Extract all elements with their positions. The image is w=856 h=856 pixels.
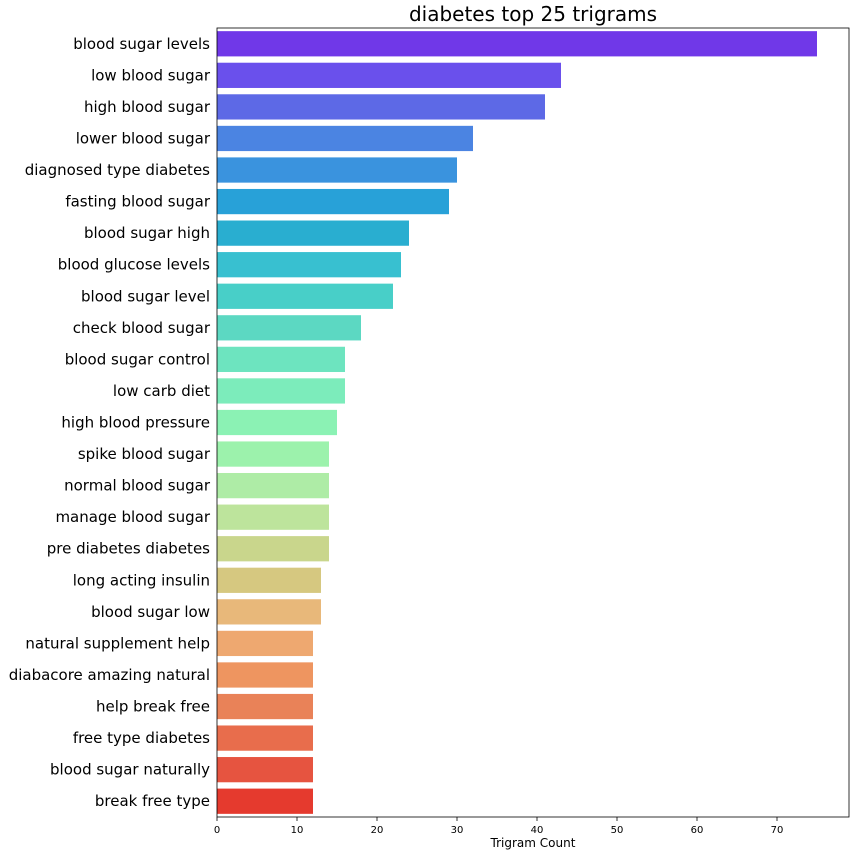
category-label-5: fasting blood sugar xyxy=(65,193,211,211)
category-label-3: lower blood sugar xyxy=(76,129,211,147)
category-label-22: free type diabetes xyxy=(73,729,210,747)
category-label-20: diabacore amazing natural xyxy=(9,666,210,684)
x-tick-label-7: 70 xyxy=(771,825,784,836)
x-tick-label-3: 30 xyxy=(451,825,464,836)
bar-7 xyxy=(217,252,401,278)
chart-title: diabetes top 25 trigrams xyxy=(409,2,657,26)
category-label-0: blood sugar levels xyxy=(73,35,210,53)
x-axis-ticks: 0 10 20 30 40 50 60 70 xyxy=(214,817,784,836)
x-tick-label-5: 50 xyxy=(611,825,624,836)
bar-24 xyxy=(217,788,313,814)
category-label-1: low blood sugar xyxy=(91,66,211,84)
x-tick-label-6: 60 xyxy=(691,825,704,836)
bar-9 xyxy=(217,315,361,341)
bar-10 xyxy=(217,346,345,373)
category-label-18: blood sugar low xyxy=(91,603,210,621)
category-label-17: long acting insulin xyxy=(73,571,210,589)
bar-2 xyxy=(217,94,545,120)
category-label-4: diagnosed type diabetes xyxy=(25,161,210,179)
bar-6 xyxy=(217,220,409,246)
bar-15 xyxy=(217,504,329,530)
category-label-11: low carb diet xyxy=(113,382,210,400)
bar-3 xyxy=(217,125,473,152)
category-label-21: help break free xyxy=(96,698,210,716)
category-label-23: blood sugar naturally xyxy=(50,761,210,779)
category-label-16: pre diabetes diabetes xyxy=(47,540,210,558)
bar-11 xyxy=(217,378,345,404)
x-axis-label: Trigram Count xyxy=(490,836,576,850)
bar-1 xyxy=(217,62,561,88)
category-label-14: normal blood sugar xyxy=(64,477,211,495)
bar-16 xyxy=(217,536,329,562)
category-label-12: high blood pressure xyxy=(61,414,210,432)
bar-5 xyxy=(217,188,449,215)
bar-14 xyxy=(217,472,329,499)
category-label-7: blood glucose levels xyxy=(58,256,210,274)
category-labels: blood sugar levels low blood sugar high bl… xyxy=(9,35,211,810)
x-tick-label-2: 20 xyxy=(371,825,384,836)
bar-18 xyxy=(217,599,321,625)
category-label-10: blood sugar control xyxy=(65,350,210,368)
category-label-6: blood sugar high xyxy=(84,224,210,242)
category-label-19: natural supplement help xyxy=(25,634,210,652)
x-tick-label-0: 0 xyxy=(214,825,220,836)
bar-21 xyxy=(217,693,313,720)
category-label-24: break free type xyxy=(95,792,210,810)
x-tick-label-1: 10 xyxy=(291,825,304,836)
bar-13 xyxy=(217,441,329,467)
bar-17 xyxy=(217,567,321,593)
bar-8 xyxy=(217,283,393,309)
bars-group xyxy=(217,31,817,814)
category-label-8: blood sugar level xyxy=(81,287,210,305)
bar-23 xyxy=(217,757,313,783)
category-label-15: manage blood sugar xyxy=(55,508,210,526)
bar-22 xyxy=(217,725,313,751)
bar-12 xyxy=(217,409,337,436)
bar-20 xyxy=(217,662,313,688)
category-label-13: spike blood sugar xyxy=(78,445,211,463)
plot-frame xyxy=(216,27,850,818)
category-label-2: high blood sugar xyxy=(84,98,211,116)
bar-0 xyxy=(217,31,817,57)
category-label-9: check blood sugar xyxy=(73,319,211,337)
bar-4 xyxy=(217,157,457,183)
bar-19 xyxy=(217,630,313,657)
x-tick-label-4: 40 xyxy=(531,825,544,836)
